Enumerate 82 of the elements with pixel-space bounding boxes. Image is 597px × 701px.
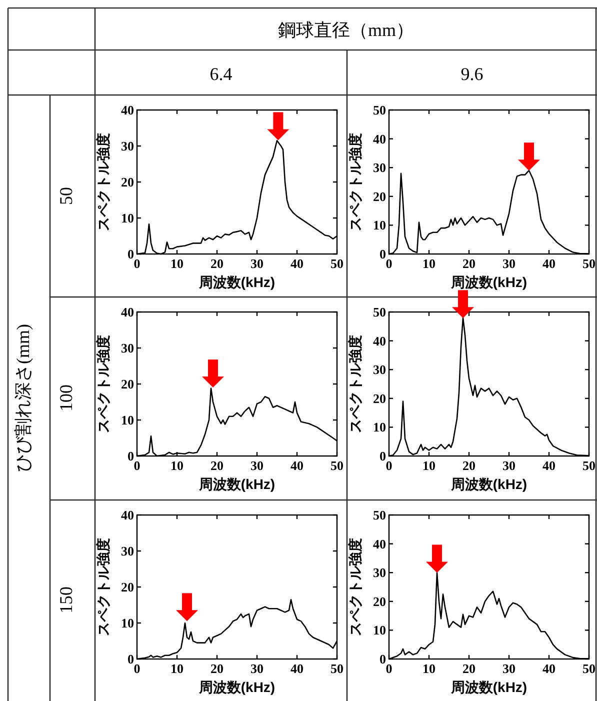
x-tick-label: 30 (502, 256, 516, 271)
x-tick-label: 20 (210, 661, 224, 676)
x-tick-label: 30 (502, 458, 516, 473)
x-tick-label: 10 (422, 458, 436, 473)
y-tick-label: 10 (373, 218, 386, 233)
y-tick-label: 30 (121, 544, 134, 558)
y-axis-title: スペクトル強度 (95, 335, 111, 433)
x-tick-label: 40 (290, 661, 304, 676)
y-axis-title: スペクトル強度 (95, 133, 111, 231)
x-axis-title: 周波数(kHz) (450, 476, 528, 492)
text: 6.4 (210, 64, 232, 84)
y-tick-label: 30 (121, 138, 134, 154)
y-tick-label: 50 (373, 102, 386, 118)
x-tick-label: 50 (330, 256, 344, 271)
x-tick-label: 20 (462, 256, 476, 271)
x-tick-label: 40 (542, 256, 556, 271)
x-axis-title: 周波数(kHz) (198, 274, 276, 290)
y-tick-label: 20 (121, 376, 134, 392)
x-tick-label: 30 (250, 256, 264, 271)
y-tick-label: 30 (373, 160, 386, 176)
y-tick-label: 20 (373, 390, 386, 406)
x-tick-label: 40 (542, 458, 556, 473)
x-tick-label: 50 (330, 458, 344, 473)
x-axis-title: 周波数(kHz) (450, 679, 528, 695)
y-tick-label: 10 (373, 420, 386, 435)
text: 9.6 (460, 64, 484, 84)
y-tick-label: 0 (128, 246, 134, 262)
x-tick-label: 40 (542, 661, 556, 676)
y-tick-label: 40 (373, 333, 386, 348)
y-tick-label: 40 (121, 304, 134, 320)
y-tick-label: 40 (121, 102, 134, 118)
x-tick-label: 30 (502, 661, 516, 676)
text: 100 (56, 384, 76, 412)
x-tick-label: 50 (582, 256, 596, 271)
x-tick-label: 10 (170, 661, 184, 676)
y-tick-label: 20 (373, 594, 386, 609)
y-tick-label: 0 (128, 448, 134, 464)
x-tick-label: 50 (582, 458, 596, 473)
text: ひび割れ深さ(mm) (13, 324, 33, 472)
y-tick-label: 20 (121, 174, 134, 190)
y-tick-label: 0 (380, 448, 386, 464)
y-tick-label: 20 (373, 188, 386, 204)
x-tick-label: 20 (210, 256, 224, 271)
x-tick-label: 20 (462, 458, 476, 473)
y-tick-label: 10 (121, 210, 134, 226)
y-tick-label: 50 (373, 508, 386, 522)
text: 150 (56, 586, 76, 614)
x-tick-label: 10 (170, 256, 184, 271)
y-axis-title: スペクトル強度 (347, 335, 363, 433)
y-tick-label: 40 (373, 536, 386, 552)
x-tick-label: 40 (290, 256, 304, 271)
x-tick-label: 50 (330, 661, 344, 676)
x-tick-label: 10 (422, 661, 436, 676)
x-axis-title: 周波数(kHz) (198, 476, 276, 492)
text: 50 (56, 187, 76, 205)
y-tick-label: 30 (121, 340, 134, 356)
y-tick-label: 0 (380, 652, 386, 666)
x-axis-title: 周波数(kHz) (450, 274, 528, 290)
x-tick-label: 20 (210, 458, 224, 473)
x-tick-label: 10 (170, 458, 184, 473)
y-tick-label: 20 (121, 580, 134, 594)
x-tick-label: 40 (290, 458, 304, 473)
y-tick-label: 10 (121, 616, 134, 630)
y-tick-label: 30 (373, 362, 386, 378)
y-tick-label: 30 (373, 565, 386, 580)
x-tick-label: 30 (250, 458, 264, 473)
x-tick-label: 50 (582, 661, 596, 676)
y-tick-label: 40 (121, 508, 134, 522)
y-tick-label: 0 (128, 652, 134, 666)
text: 鋼球直径（mm） (278, 20, 414, 40)
y-axis-title: スペクトル強度 (347, 133, 363, 231)
y-tick-label: 50 (373, 304, 386, 320)
x-tick-label: 30 (250, 661, 264, 676)
y-tick-label: 10 (373, 622, 386, 638)
y-tick-label: 40 (373, 131, 386, 146)
y-axis-title: スペクトル強度 (347, 538, 363, 636)
y-tick-label: 10 (121, 412, 134, 428)
x-tick-label: 10 (422, 256, 436, 271)
y-tick-label: 0 (380, 246, 386, 262)
y-axis-title: スペクトル強度 (95, 538, 111, 636)
x-axis-title: 周波数(kHz) (198, 679, 276, 695)
x-tick-label: 20 (462, 661, 476, 676)
